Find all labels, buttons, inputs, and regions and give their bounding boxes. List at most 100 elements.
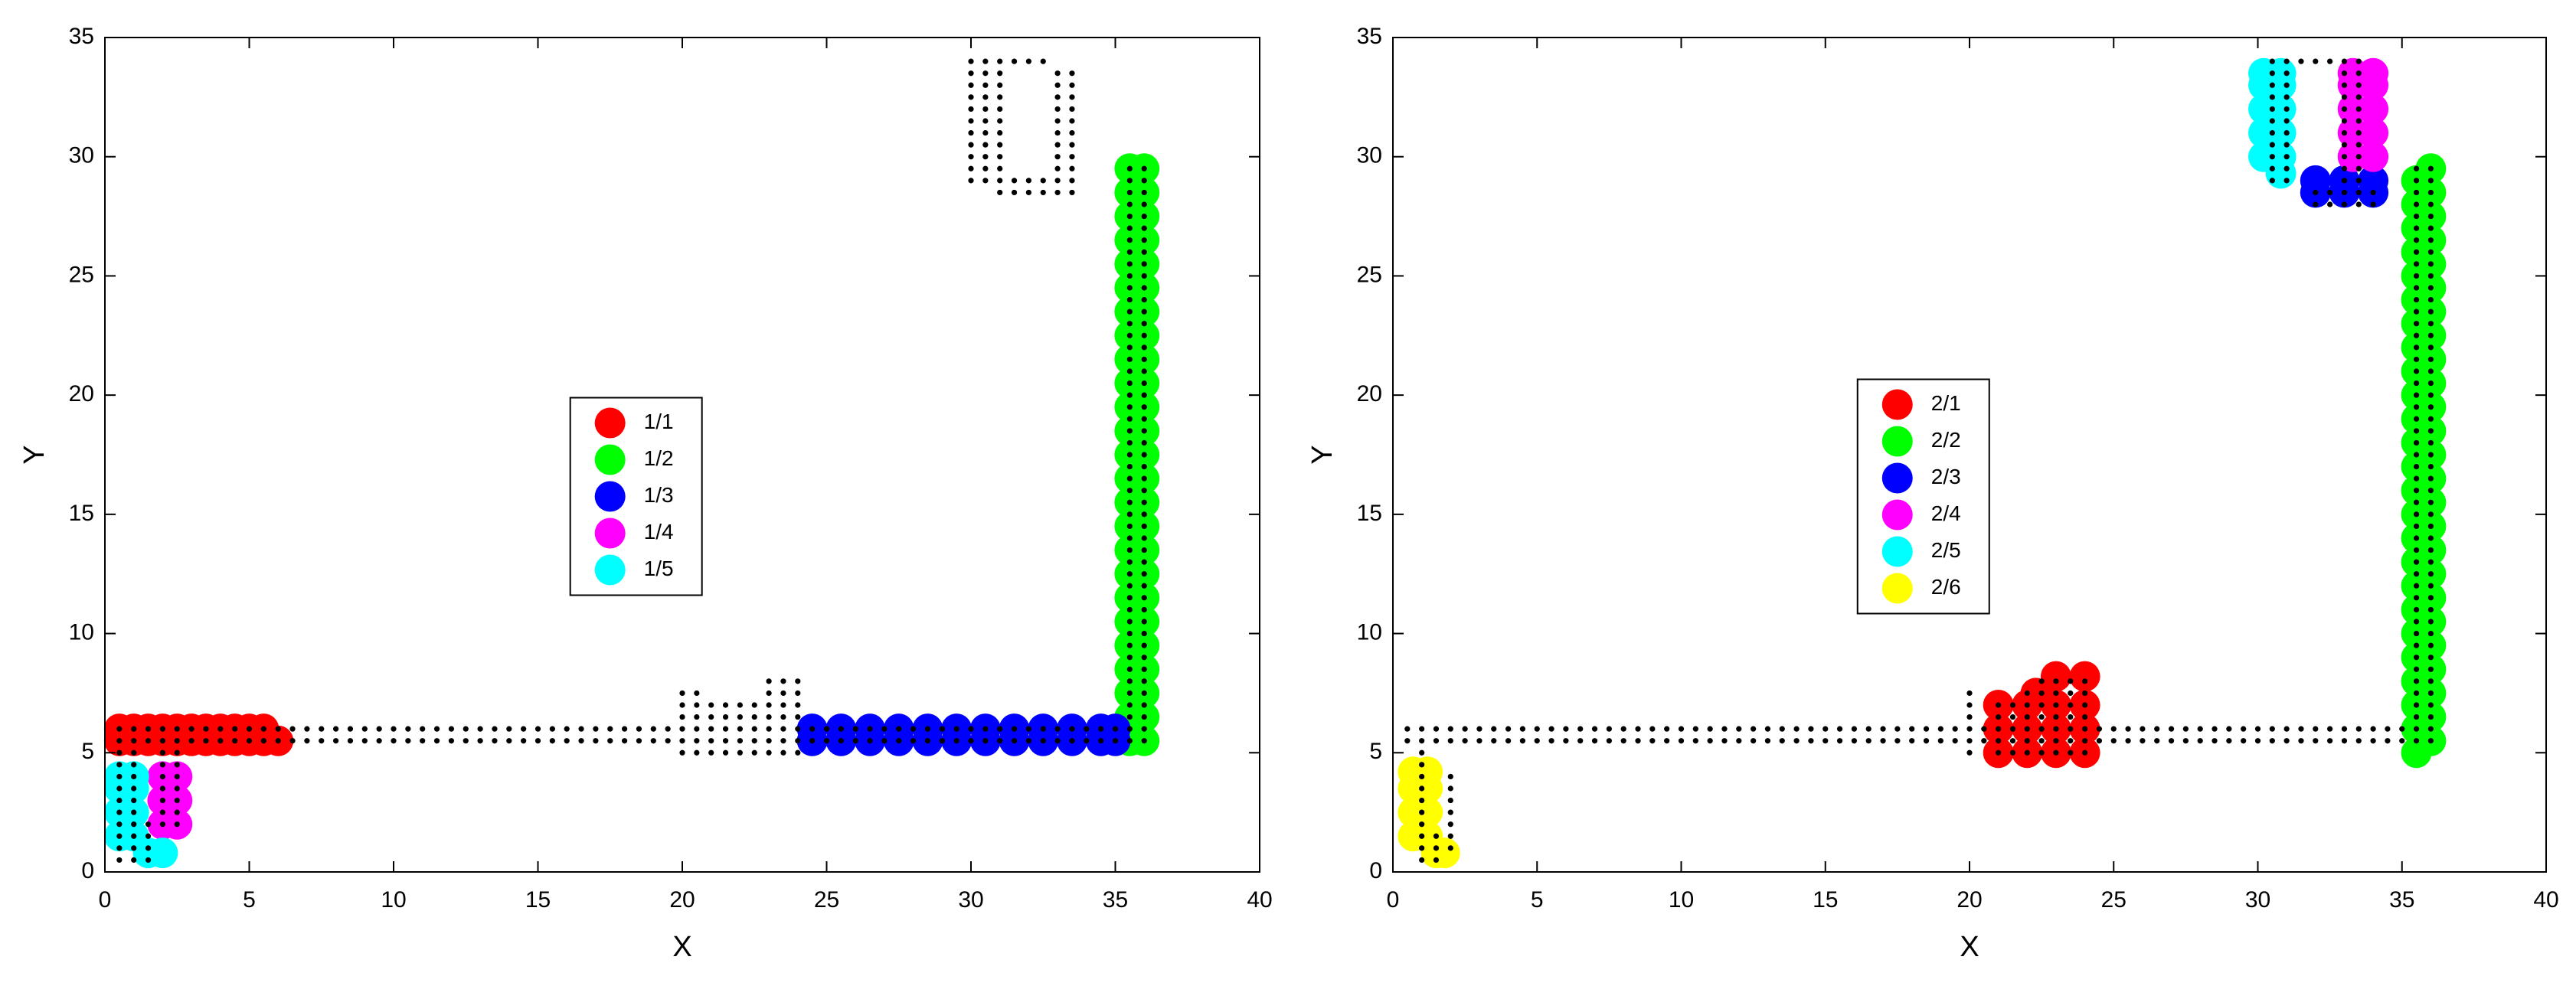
dot	[2341, 118, 2348, 124]
x-tick-label: 35	[2389, 887, 2414, 913]
dot	[2413, 309, 2420, 315]
legend-label: 2/4	[1931, 501, 1961, 525]
dot	[116, 738, 123, 744]
x-tick-label: 35	[1103, 887, 1128, 913]
x-tick-label: 25	[2101, 887, 2127, 913]
dot	[2413, 463, 2420, 470]
dot	[1923, 738, 1930, 744]
dot	[2269, 738, 2275, 744]
dot	[2038, 738, 2045, 744]
dot	[881, 738, 888, 744]
dot	[1025, 178, 1031, 184]
legend-marker	[594, 407, 626, 439]
dot	[1419, 785, 1425, 792]
dot	[650, 726, 656, 732]
dot	[665, 738, 671, 744]
dot	[1126, 713, 1133, 720]
dot	[2168, 726, 2175, 732]
dot	[679, 749, 685, 756]
dot	[968, 154, 974, 160]
dot	[1112, 738, 1119, 744]
dot	[1054, 165, 1061, 171]
dot	[2427, 237, 2434, 243]
dot	[1126, 439, 1133, 446]
dot	[1606, 738, 1612, 744]
dot	[159, 821, 165, 828]
dot	[1098, 738, 1104, 744]
axes: 0 5 10 15 20 25 30 35 4005101520253035XY2/12/22/…	[1306, 24, 2559, 963]
dot	[997, 118, 1003, 124]
dot	[636, 738, 642, 744]
dot	[1069, 726, 1075, 732]
dot	[2427, 463, 2434, 470]
dot	[997, 178, 1003, 184]
dot	[1011, 178, 1018, 184]
dot	[1952, 726, 1958, 732]
dot	[1141, 499, 1147, 505]
legend-label: 1/4	[644, 520, 674, 544]
dot	[1534, 726, 1540, 732]
dot	[1141, 535, 1147, 541]
dot	[174, 762, 180, 768]
dot	[159, 797, 165, 804]
dot	[145, 738, 152, 744]
dot	[867, 726, 873, 732]
dot	[2413, 511, 2420, 517]
dot	[1126, 201, 1133, 207]
dot	[2313, 58, 2319, 64]
y-tick-label: 10	[1357, 619, 1382, 645]
dot	[1054, 106, 1061, 113]
dot	[1141, 189, 1147, 196]
dot	[159, 749, 165, 756]
dot	[766, 726, 772, 732]
dot	[131, 797, 137, 804]
dot	[1419, 773, 1425, 780]
dot	[1419, 726, 1425, 732]
dot	[2385, 726, 2391, 732]
dot	[1141, 296, 1147, 303]
dot	[174, 773, 180, 780]
dot	[2327, 189, 2333, 196]
dot	[1476, 726, 1483, 732]
dot	[1649, 726, 1656, 732]
dot	[2355, 82, 2362, 88]
dot	[2413, 332, 2420, 338]
dot	[116, 845, 123, 851]
x-tick-label: 5	[1531, 887, 1544, 913]
dot	[1040, 178, 1046, 184]
dot	[2427, 439, 2434, 446]
dot	[1069, 738, 1075, 744]
legend-box	[569, 397, 703, 596]
dot	[2413, 321, 2420, 327]
dot	[1462, 726, 1468, 732]
dot	[2283, 738, 2290, 744]
dot	[2341, 178, 2348, 184]
dot	[2427, 678, 2434, 684]
legend-label: 2/6	[1931, 575, 1961, 599]
dot	[679, 726, 685, 732]
legend-marker	[1881, 573, 1913, 604]
dot	[2427, 368, 2434, 374]
marker	[2358, 93, 2389, 125]
dot	[2399, 726, 2405, 732]
dot	[131, 726, 137, 732]
dot	[852, 738, 858, 744]
dot	[2413, 201, 2420, 207]
dot	[1419, 821, 1425, 828]
dot	[910, 726, 917, 732]
dot	[2413, 165, 2420, 171]
dot	[2413, 273, 2420, 279]
dot	[448, 726, 455, 732]
legend-label: 2/2	[1931, 428, 1961, 452]
dot	[159, 785, 165, 792]
dot	[1966, 738, 1973, 744]
dot	[780, 713, 786, 720]
dot	[2283, 165, 2290, 171]
legend-marker	[1881, 462, 1913, 494]
dot	[593, 726, 599, 732]
dot	[2427, 523, 2434, 530]
dot	[2024, 726, 2030, 732]
dot	[795, 678, 801, 684]
dot	[1141, 380, 1147, 387]
legend-label: 2/1	[1931, 391, 1961, 415]
